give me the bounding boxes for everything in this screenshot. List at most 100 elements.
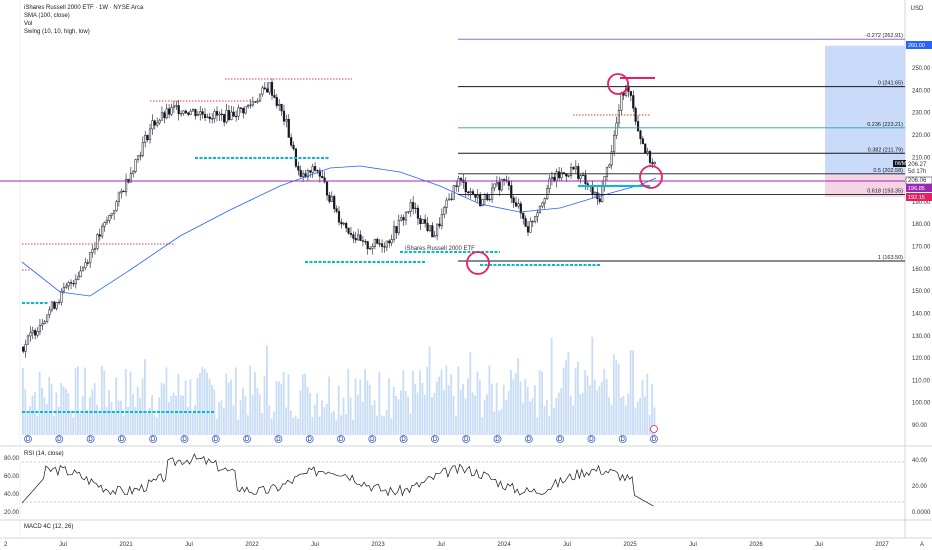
volume-bar (541, 371, 543, 435)
badge-top-bg (906, 41, 932, 49)
candle-body (608, 164, 611, 168)
volume-bar (24, 389, 27, 435)
dividend-marker[interactable] (118, 435, 126, 443)
volume-bar (593, 379, 596, 435)
candle-body (208, 116, 211, 120)
dividend-marker[interactable] (399, 435, 408, 443)
volume-bar (543, 406, 546, 435)
dividend-marker-label: D (182, 437, 187, 443)
volume-bar (624, 405, 627, 435)
time-tick-label: 2024 (497, 542, 511, 548)
legend-sma[interactable]: SMA (100, close) (24, 13, 70, 19)
dividend-marker[interactable] (211, 435, 220, 443)
volume-bar (311, 417, 314, 435)
candle-body (168, 108, 171, 115)
volume-bar (328, 376, 331, 435)
candle-body (213, 111, 216, 119)
candle-body (584, 174, 587, 184)
volume-bar (426, 366, 429, 435)
highlight-circle[interactable] (607, 73, 629, 95)
volume-bar (388, 378, 390, 435)
projection-box-upper (825, 45, 905, 174)
dividend-marker[interactable] (524, 435, 533, 443)
volume-bar (605, 378, 608, 435)
badge-fib618: 196.85 (908, 186, 925, 192)
highlight-circle[interactable] (466, 251, 490, 275)
volume-bar (514, 373, 517, 435)
candle-body (493, 183, 496, 189)
dividend-marker[interactable] (86, 435, 95, 443)
candle-body (373, 238, 376, 247)
macd-title[interactable]: MACD 4C (12, 26) (24, 524, 74, 530)
candle-body (290, 137, 293, 146)
fib-level-label: 0 (241.65) (878, 81, 903, 87)
dividend-marker[interactable] (368, 435, 377, 443)
dividend-marker[interactable] (305, 435, 314, 443)
volume-bar (567, 351, 570, 435)
candle-body (184, 110, 187, 114)
legend-vol[interactable]: Vol (24, 21, 33, 27)
volume-bar (289, 410, 292, 435)
dividend-marker[interactable] (337, 435, 345, 443)
dividend-marker[interactable] (55, 435, 64, 443)
volume-bar (280, 383, 283, 435)
volume-bar (612, 354, 615, 435)
volume-bar (507, 391, 510, 435)
volume-bar (359, 379, 362, 435)
candle-body (72, 283, 75, 285)
dividend-marker[interactable] (618, 435, 627, 443)
candle-body (579, 175, 582, 179)
highlight-circle[interactable] (639, 165, 663, 189)
dividend-marker[interactable] (24, 435, 32, 443)
badge-low: 192.15 (908, 195, 925, 201)
earnings-marker[interactable] (650, 425, 658, 433)
candle-body (610, 151, 613, 166)
price-tick-label: 180.00 (912, 222, 931, 228)
volume-bar (400, 390, 402, 435)
volume-bar (622, 396, 625, 435)
dividend-marker[interactable] (149, 435, 158, 443)
volume-bar (459, 389, 462, 435)
candle-body (347, 227, 350, 234)
dividend-marker[interactable] (430, 435, 439, 443)
volume-bar (203, 369, 206, 435)
dividend-marker-label: D (245, 437, 250, 443)
candle-body (263, 87, 266, 90)
dividend-marker[interactable] (650, 435, 658, 443)
dividend-marker[interactable] (243, 435, 252, 443)
candle-body (383, 246, 386, 248)
volume-bar (251, 394, 254, 435)
candle-body (522, 212, 525, 219)
volume-bar (617, 363, 620, 435)
dividend-marker[interactable] (180, 435, 189, 443)
candle-body (313, 166, 317, 171)
dividend-marker[interactable] (274, 435, 283, 443)
dividend-marker[interactable] (493, 435, 502, 443)
volume-bar (177, 373, 180, 435)
dividend-marker[interactable] (556, 435, 564, 443)
dividend-marker[interactable] (462, 435, 471, 443)
legend-swing[interactable]: Swing (10, 10, high, low) (24, 29, 90, 35)
volume-bar (524, 379, 527, 435)
volume-bar (254, 372, 256, 435)
candle-body (342, 223, 345, 225)
candle-body (189, 110, 192, 115)
candle-body (258, 93, 262, 102)
volume-bar (220, 400, 223, 435)
volume-bar (189, 379, 192, 435)
dividend-marker-label: D (88, 437, 93, 443)
volume-bar (309, 392, 311, 435)
volume-bar (165, 367, 168, 435)
dividend-marker[interactable] (587, 435, 596, 443)
candle-body (335, 208, 338, 212)
volume-bar (132, 394, 134, 435)
candle-body (424, 219, 427, 224)
volume-bar (22, 368, 24, 435)
rsi-title[interactable]: RSI (14, close) (24, 451, 64, 457)
volume-bar (98, 410, 101, 435)
volume-bar (239, 400, 242, 435)
candle-body (153, 120, 156, 126)
candle-body (215, 111, 219, 116)
volume-bar (653, 407, 656, 435)
